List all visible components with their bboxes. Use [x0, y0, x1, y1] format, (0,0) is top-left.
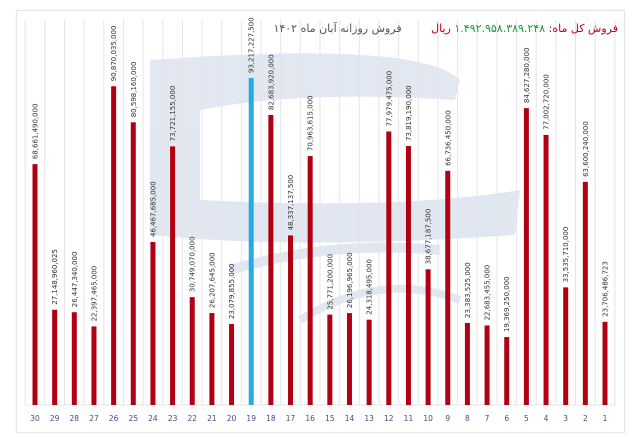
x-tick-label: 23	[168, 414, 178, 423]
x-tick-label: 28	[70, 414, 80, 423]
bar-day-13	[366, 319, 372, 405]
data-label: 26,196,965,000	[346, 252, 354, 308]
bar-day-20	[229, 324, 235, 405]
x-tick-label: 8	[465, 414, 470, 423]
bar-day-28	[71, 312, 77, 405]
bar-day-2	[582, 181, 588, 405]
data-label: 23,706,486,723	[602, 261, 610, 317]
data-label: 22,397,465,000	[90, 266, 98, 322]
bar-day-10	[425, 269, 431, 405]
data-label: 77,002,720,000	[543, 74, 551, 130]
bar-day-25	[130, 122, 136, 405]
bar-day-19	[248, 78, 254, 405]
x-tick-label: 9	[445, 414, 450, 423]
x-tick-label: 16	[305, 414, 315, 423]
x-tick-label: 14	[345, 414, 355, 423]
x-tick-label: 29	[50, 414, 60, 423]
x-tick-label: 18	[266, 414, 276, 423]
data-label: 33,535,710,000	[562, 227, 570, 283]
data-label: 90,870,035,000	[110, 26, 118, 82]
x-tick-label: 1	[603, 414, 608, 423]
bar-day-27	[91, 326, 97, 405]
data-label: 73,819,190,000	[405, 85, 413, 141]
data-label: 66,736,450,000	[444, 110, 452, 166]
bar-day-7	[484, 325, 490, 405]
bar-day-22	[189, 297, 195, 405]
x-tick-label: 4	[544, 414, 549, 423]
bar-day-11	[405, 146, 411, 405]
data-label: 27,148,960,025	[51, 249, 59, 305]
data-label: 26,447,340,000	[71, 252, 79, 308]
data-label: 70,963,615,000	[307, 95, 315, 151]
x-tick-label: 20	[227, 414, 237, 423]
x-tick-label: 5	[524, 414, 529, 423]
x-tick-label: 24	[148, 414, 158, 423]
x-tick-label: 3	[563, 414, 568, 423]
bar-day-23	[170, 146, 176, 405]
bar-day-17	[288, 235, 294, 405]
x-tick-label: 15	[325, 414, 335, 423]
data-label: 30,749,070,000	[189, 236, 197, 292]
data-label: 77,979,475,000	[385, 71, 393, 127]
bar-day-3	[563, 287, 569, 405]
data-label: 23,079,855,000	[228, 263, 236, 319]
x-tick-label: 11	[404, 414, 414, 423]
data-label: 19,369,250,000	[503, 276, 511, 332]
bar-day-14	[346, 313, 352, 405]
data-label: 22,683,455,000	[484, 265, 492, 321]
bar-day-6	[504, 337, 510, 405]
x-tick-label: 13	[364, 414, 374, 423]
total-sales-value: ۱.۴۹۲.۹۵۸.۳۸۹.۲۴۸	[454, 22, 546, 35]
chart-header: فروش کل ماه: ۱.۴۹۲.۹۵۸.۳۸۹.۲۴۸ ریال فروش…	[273, 22, 618, 35]
bar-day-16	[307, 156, 313, 405]
x-tick-label: 25	[129, 414, 139, 423]
bar-day-9	[445, 170, 451, 405]
data-label: 73,721,155,000	[169, 86, 177, 142]
bar-day-18	[268, 114, 274, 405]
x-tick-label: 27	[89, 414, 99, 423]
x-tick-label: 22	[187, 414, 197, 423]
data-label: 82,683,920,000	[267, 54, 275, 110]
bar-day-30	[32, 164, 38, 405]
bar-day-29	[52, 309, 58, 405]
total-sales-label: فروش کل ماه:	[548, 22, 618, 35]
x-tick-label: 6	[504, 414, 509, 423]
chart-frame	[16, 10, 625, 433]
x-tick-label: 10	[423, 414, 433, 423]
data-label: 38,677,187,500	[425, 209, 433, 265]
data-label: 80,598,160,000	[130, 62, 138, 118]
x-tick-label: 21	[207, 414, 217, 423]
data-label: 46,467,685,000	[149, 181, 157, 237]
total-sales-unit: ریال	[431, 22, 451, 35]
data-label: 25,771,200,000	[326, 254, 334, 310]
bar-day-1	[602, 321, 608, 405]
data-label: 84,627,280,000	[523, 47, 531, 103]
bar-day-8	[464, 322, 470, 405]
x-tick-label: 19	[246, 414, 256, 423]
x-tick-label: 30	[30, 414, 40, 423]
bar-day-26	[111, 86, 117, 406]
bar-day-5	[523, 108, 529, 405]
x-tick-label: 26	[109, 414, 119, 423]
x-tick-label: 7	[485, 414, 490, 423]
data-label: 23,383,525,000	[464, 262, 472, 318]
bar-day-12	[386, 131, 392, 405]
watermark-logo	[150, 53, 520, 324]
bar-day-24	[150, 241, 156, 405]
bar-day-15	[327, 314, 333, 405]
x-tick-label: 12	[384, 414, 394, 423]
data-label: 26,207,645,000	[208, 252, 216, 308]
x-tick-label: 17	[286, 414, 296, 423]
data-label: 24,318,495,000	[366, 259, 374, 315]
data-label: 48,337,137,500	[287, 175, 295, 231]
bar-day-21	[209, 313, 215, 405]
x-tick-label: 2	[583, 414, 588, 423]
chart-title: فروش روزانه آبان ماه ۱۴۰۲	[273, 22, 402, 35]
bar-day-4	[543, 134, 549, 405]
data-label: 68,661,490,000	[32, 103, 40, 159]
data-label: 63,600,240,000	[582, 121, 590, 177]
data-label: 93,217,227,500	[248, 17, 256, 73]
